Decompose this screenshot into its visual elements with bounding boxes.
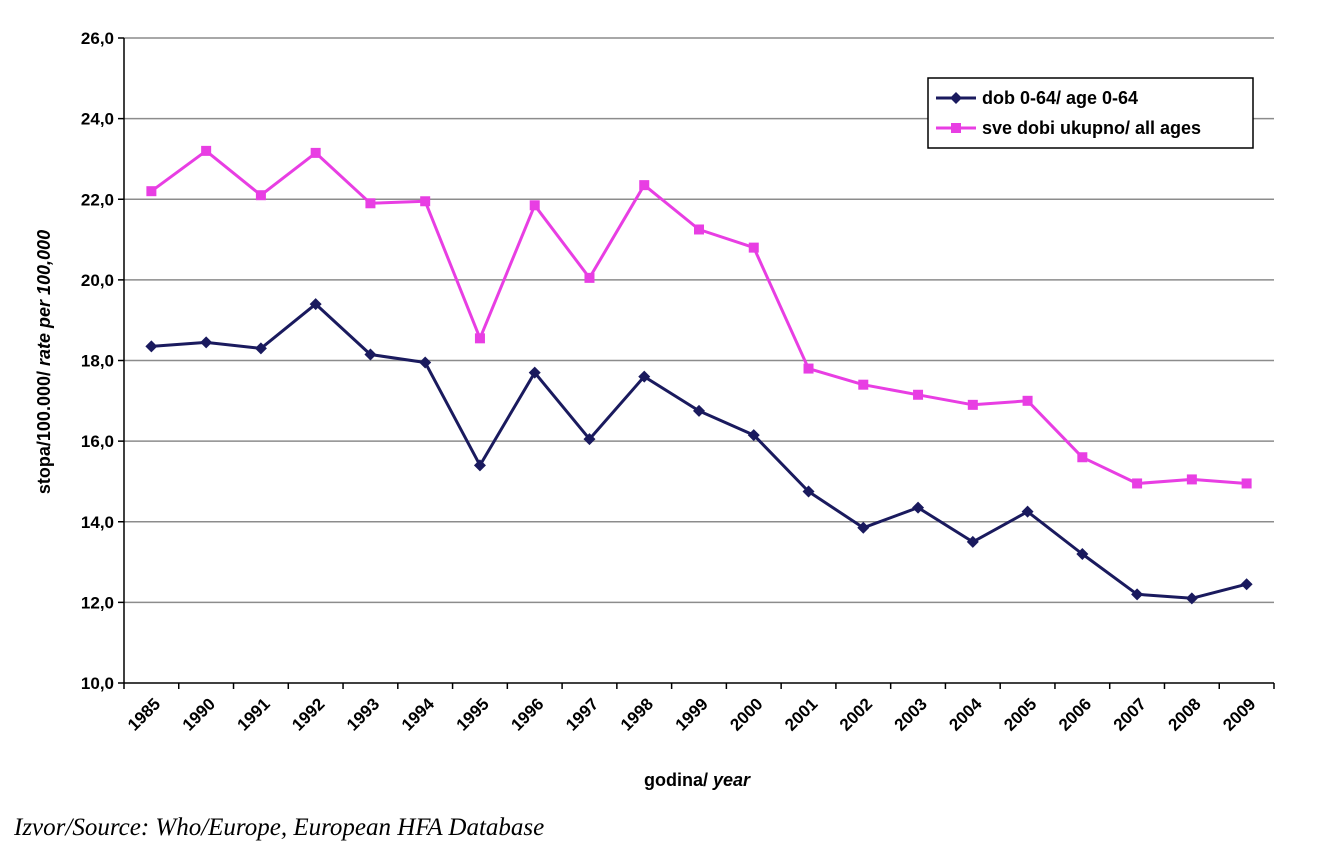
data-point [309,298,322,311]
data-point [201,145,212,156]
data-point [1131,588,1144,601]
data-point [1240,578,1253,591]
data-point [747,429,760,442]
data-point [913,389,924,400]
y-tick-label: 10,0 [81,674,114,693]
data-point [145,340,158,353]
data-point [639,180,650,191]
data-point [1185,592,1198,605]
data-point [584,272,595,283]
data-point [802,485,815,498]
data-point [1241,478,1252,489]
data-point [748,242,759,253]
data-point [255,190,266,201]
x-axis-title-plain: godina/ [644,770,713,790]
data-point [146,186,157,197]
data-point [419,356,432,369]
x-axis-title: godina/ year [644,770,751,790]
data-point [528,366,541,379]
data-point [583,433,596,446]
data-point [638,370,651,383]
data-point [1186,474,1197,485]
legend-marker-all-ages [951,123,961,133]
data-point [364,348,377,361]
data-point [529,200,540,211]
data-point [967,399,978,410]
y-tick-label: 14,0 [81,513,114,532]
data-point [857,521,870,534]
data-point [1132,478,1143,489]
y-axis-title-italic: rate per 100,000 [34,230,54,366]
y-axis-title: stopa/100.000/ rate per 100,000 [34,230,54,494]
data-point [1021,505,1034,518]
y-tick-label: 26,0 [81,29,114,48]
legend: dob 0-64/ age 0-64 sve dobi ukupno/ all … [927,77,1254,149]
data-point [1022,395,1033,406]
y-tick-label: 16,0 [81,432,114,451]
data-point [966,535,979,548]
legend-label-age-0-64: dob 0-64/ age 0-64 [982,88,1138,108]
data-point [254,342,267,355]
data-point [1076,548,1089,560]
axes [123,38,1275,689]
legend-label-all-ages: sve dobi ukupno/ all ages [982,118,1201,138]
source-note: Izvor/Source: Who/Europe, European HFA D… [14,814,545,841]
data-point [200,336,213,349]
data-point [693,404,705,417]
data-point [310,147,321,158]
y-tick-label: 22,0 [81,190,114,209]
series-layer [145,145,1253,605]
legend-marker-age-0-64 [950,92,962,104]
data-point [803,363,814,374]
data-point [420,196,431,207]
data-point [1077,452,1088,463]
data-point [365,198,376,209]
x-axis-title-italic: year [712,770,751,790]
data-point [912,501,925,514]
y-tick-label: 12,0 [81,593,114,612]
data-point [473,459,486,472]
y-tick-label: 18,0 [81,352,114,371]
y-tick-label: 24,0 [81,110,114,129]
gridlines [118,37,1274,684]
data-point [858,379,869,390]
y-tick-labels: 10,0 12,0 14,0 16,0 18,0 20,0 22,0 24,0 26,0 [81,29,114,693]
line-chart: 10,012,014,016,018,020,022,024,026,0 198… [34,29,1275,790]
data-point [474,333,485,344]
legend-box [927,77,1254,149]
y-axis-title-plain: stopa/100.000/ [34,366,54,494]
y-tick-label: 20,0 [81,271,114,290]
data-point [694,224,704,235]
